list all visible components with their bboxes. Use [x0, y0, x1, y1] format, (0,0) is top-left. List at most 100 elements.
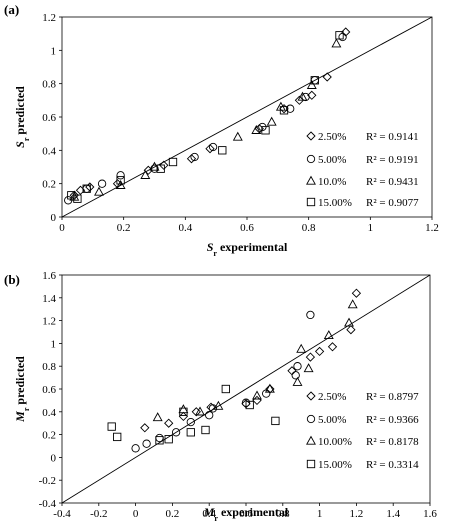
legend-marker-a-2	[306, 154, 316, 164]
data-point-triangle	[297, 91, 308, 101]
legend-triangle-shape	[306, 175, 316, 185]
point-circle-shape	[97, 179, 107, 188]
data-point-circle	[116, 171, 125, 180]
data-point-circle	[190, 152, 199, 162]
point-circle-shape	[142, 439, 151, 448]
x-tick-label: 0.8	[276, 508, 290, 520]
data-point-diamond	[346, 325, 356, 335]
data-point-circle	[155, 433, 164, 443]
data-point-diamond	[140, 423, 150, 433]
data-point-square	[221, 384, 230, 394]
point-circle-shape	[293, 362, 302, 371]
point-diamond-shape	[351, 288, 362, 298]
data-point-triangle	[303, 363, 314, 373]
x-tick-label: 1.2	[425, 222, 439, 234]
data-point-diamond	[314, 346, 325, 357]
data-point-diamond	[351, 288, 362, 298]
data-point-square	[82, 184, 91, 193]
data-point-circle	[208, 404, 218, 413]
y-tick-label: 0.8	[42, 361, 56, 373]
data-point-square	[113, 432, 122, 442]
legend-label-b-3: 10.00%	[318, 436, 352, 448]
data-point-circle	[301, 92, 310, 102]
y-tick-label: 1	[51, 45, 57, 57]
point-square-shape	[155, 436, 164, 445]
legend-marker-b-1	[306, 391, 316, 401]
legend-r2-a-2: R² = 0.9191	[366, 154, 419, 166]
legend-square-shape	[306, 197, 316, 207]
legend-r2-b-4: R² = 0.3314	[366, 459, 419, 471]
y-tick-label: 0.2	[42, 179, 56, 191]
legend-label-a-3: 10.0%	[318, 176, 346, 188]
x-tick-label: 0.2	[117, 222, 131, 234]
data-points-b	[107, 288, 362, 453]
data-point-diamond	[159, 160, 169, 170]
data-point-triangle	[292, 376, 303, 386]
point-circle-shape	[190, 152, 199, 162]
legend-marker-b-4	[306, 459, 316, 469]
point-square-shape	[221, 384, 230, 394]
point-diamond-shape	[341, 27, 351, 37]
point-triangle-shape	[323, 330, 334, 340]
legend-triangle-shape	[306, 435, 316, 445]
data-point-square	[168, 157, 178, 167]
point-square-shape	[164, 435, 173, 444]
data-point-circle	[293, 362, 302, 371]
data-point-square	[186, 428, 195, 437]
data-point-triangle	[344, 317, 354, 327]
legend-marker-a-3	[306, 175, 316, 185]
point-circle-shape	[171, 428, 181, 437]
data-point-diamond	[305, 352, 316, 362]
data-point-triangle	[69, 191, 80, 201]
data-point-triangle	[140, 169, 151, 179]
data-point-triangle	[296, 343, 307, 353]
x-tick-label: 0	[59, 222, 65, 234]
x-tick-labels-a: 0 0.2 0.4 0.6 0.8 1 1.2	[59, 217, 439, 234]
y-tick-label: 1	[51, 338, 57, 350]
data-point-square	[116, 176, 125, 185]
point-circle-shape	[208, 142, 218, 152]
point-diamond-shape	[314, 346, 325, 357]
point-triangle-shape	[266, 116, 277, 126]
point-diamond-shape	[140, 423, 150, 433]
legend-r2-a-1: R² = 0.9141	[366, 131, 419, 143]
point-circle-shape	[205, 411, 214, 420]
data-point-triangle	[264, 383, 275, 393]
point-circle-shape	[301, 92, 310, 102]
data-point-triangle	[266, 116, 277, 126]
data-points-a	[64, 27, 351, 205]
data-point-square	[218, 146, 227, 155]
data-point-diamond	[341, 27, 351, 37]
point-square-shape	[82, 184, 91, 193]
data-point-circle	[97, 179, 107, 188]
data-point-triangle	[213, 400, 224, 410]
y-tick-label: 0.6	[42, 112, 56, 124]
data-point-square	[201, 425, 210, 435]
x-tick-label: -0.4	[53, 508, 71, 520]
y-tick-label: 0	[51, 212, 57, 224]
panel-label-a: (a)	[4, 2, 19, 17]
point-square-shape	[201, 425, 210, 435]
point-diamond-shape	[205, 144, 215, 154]
point-circle-shape	[291, 371, 300, 380]
point-square-shape	[179, 407, 188, 416]
legend-item-a-4: 15.00% R² = 0.9077	[306, 197, 419, 209]
point-triangle-shape	[303, 363, 314, 373]
point-circle-shape	[286, 104, 295, 113]
point-triangle-shape	[347, 299, 358, 309]
data-point-circle	[291, 371, 300, 380]
data-point-circle	[208, 142, 218, 152]
legend-marker-b-3	[306, 435, 316, 445]
point-diamond-shape	[346, 325, 356, 335]
legend-label-a-4: 15.00%	[318, 197, 352, 209]
data-point-diamond	[205, 144, 215, 154]
legend-marker-b-2	[306, 414, 316, 424]
point-square-shape	[113, 432, 122, 442]
data-point-diamond	[252, 395, 262, 406]
data-point-triangle	[115, 179, 126, 189]
data-point-square	[164, 435, 173, 444]
point-triangle-shape	[306, 79, 317, 89]
legend-item-b-4: 15.00% R² = 0.3314	[306, 459, 419, 471]
point-square-shape	[271, 416, 280, 426]
